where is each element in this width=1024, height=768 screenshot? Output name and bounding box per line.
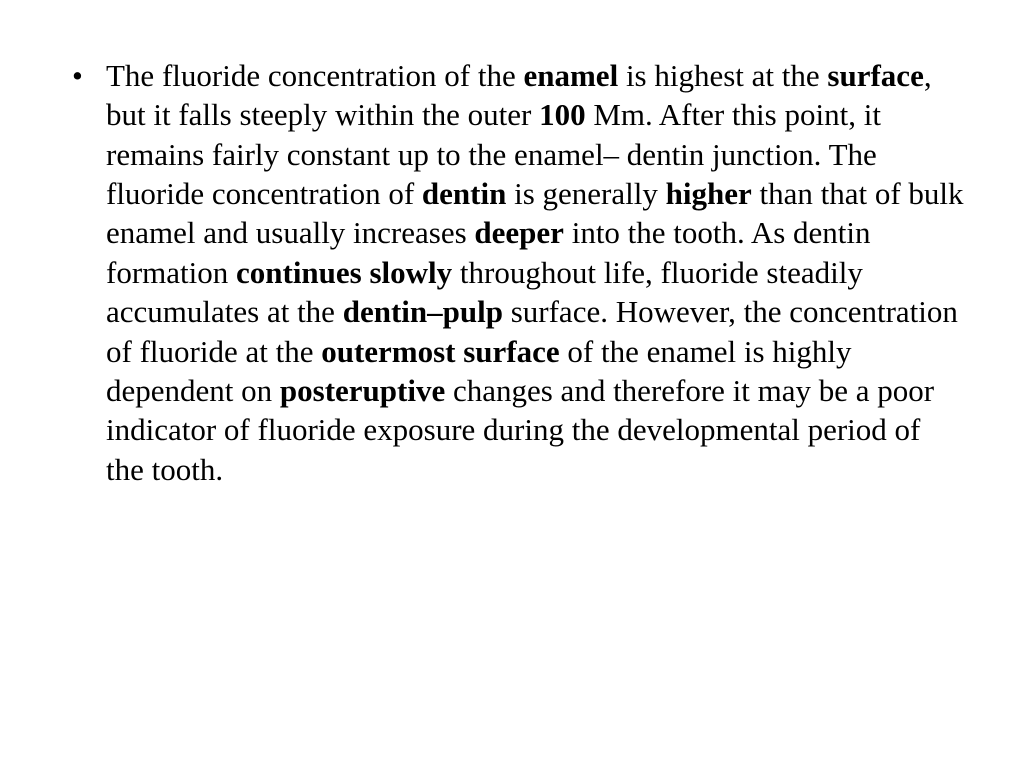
text-bold-run: continues slowly bbox=[236, 255, 452, 290]
text-bold-run: higher bbox=[666, 176, 752, 211]
text-bold-run: dentin bbox=[422, 176, 506, 211]
text-run: The fluoride concentration of the bbox=[106, 58, 523, 93]
text-bold-run: enamel bbox=[523, 58, 618, 93]
text-bold-run: outermost surface bbox=[321, 334, 559, 369]
text-run: is highest at the bbox=[618, 58, 827, 93]
bullet-item: The fluoride concentration of the enamel… bbox=[60, 56, 964, 489]
text-bold-run: posteruptive bbox=[280, 373, 445, 408]
slide-container: The fluoride concentration of the enamel… bbox=[0, 0, 1024, 768]
text-bold-run: dentin–pulp bbox=[343, 294, 503, 329]
bullet-list: The fluoride concentration of the enamel… bbox=[60, 56, 964, 489]
text-bold-run: 100 bbox=[539, 97, 586, 132]
text-bold-run: deeper bbox=[474, 215, 564, 250]
text-run: is generally bbox=[506, 176, 665, 211]
text-bold-run: surface bbox=[827, 58, 923, 93]
